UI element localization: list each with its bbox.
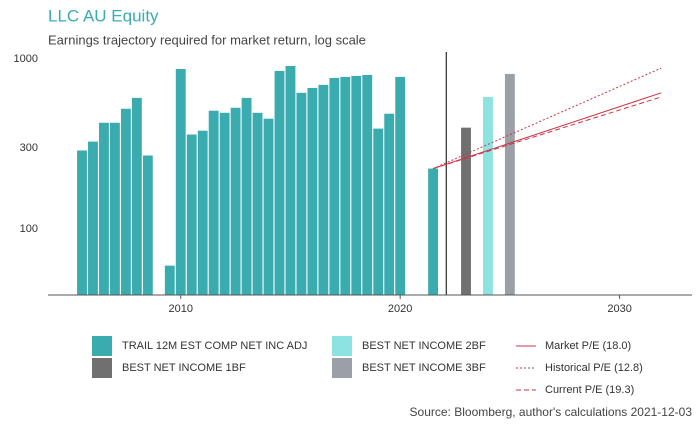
bar (395, 76, 406, 295)
chart-title: LLC AU Equity (48, 6, 159, 25)
y-tick-label: 100 (20, 223, 38, 235)
bar (296, 92, 307, 296)
bar (329, 77, 340, 295)
bar (362, 74, 373, 295)
legend-swatch (92, 358, 112, 378)
bar (285, 66, 296, 295)
bar (263, 118, 274, 296)
bar (252, 112, 263, 295)
legend-label: BEST NET INCOME 1BF (122, 362, 246, 374)
bar (373, 128, 384, 295)
legend-label: BEST NET INCOME 3BF (362, 362, 486, 374)
bar (241, 97, 252, 295)
legend-label: Current P/E (19.3) (545, 384, 634, 396)
bar (219, 112, 230, 295)
bar (461, 127, 471, 295)
legend-swatch (332, 336, 352, 356)
bar (197, 130, 208, 295)
legend-label: TRAIL 12M EST COMP NET INC ADJ (122, 340, 307, 352)
bar (120, 108, 131, 295)
bar (186, 134, 197, 295)
bar (274, 70, 285, 295)
bar (208, 110, 219, 295)
bar (483, 96, 493, 295)
legend-label: Historical P/E (12.8) (545, 362, 643, 374)
bar (504, 73, 515, 296)
bar (109, 122, 120, 295)
legend-label: BEST NET INCOME 2BF (362, 340, 486, 352)
line (432, 67, 662, 170)
bar (307, 87, 318, 295)
chart-subtitle: Earnings trajectory required for market … (48, 32, 366, 47)
bar (142, 155, 153, 295)
bar (131, 97, 142, 295)
bar (99, 122, 109, 295)
x-tick-label: 2030 (607, 303, 631, 315)
bar (230, 107, 241, 296)
legend-label: Market P/E (18.0) (545, 340, 631, 352)
bar (88, 141, 98, 295)
line (432, 92, 662, 170)
x-tick-label: 2010 (169, 303, 193, 315)
bar (428, 168, 439, 295)
legend-swatch (332, 358, 352, 378)
bar (340, 76, 351, 295)
bar (175, 68, 186, 296)
bar (318, 84, 329, 295)
y-tick-label: 300 (20, 142, 38, 154)
legend-swatch (92, 336, 112, 356)
bar (77, 150, 87, 295)
source: Source: Bloomberg, author's calculations… (410, 405, 693, 419)
x-tick-label: 2020 (388, 303, 412, 315)
bar (384, 113, 395, 296)
y-tick-label: 1000 (14, 53, 38, 65)
bar (164, 265, 175, 295)
bar (351, 75, 362, 295)
